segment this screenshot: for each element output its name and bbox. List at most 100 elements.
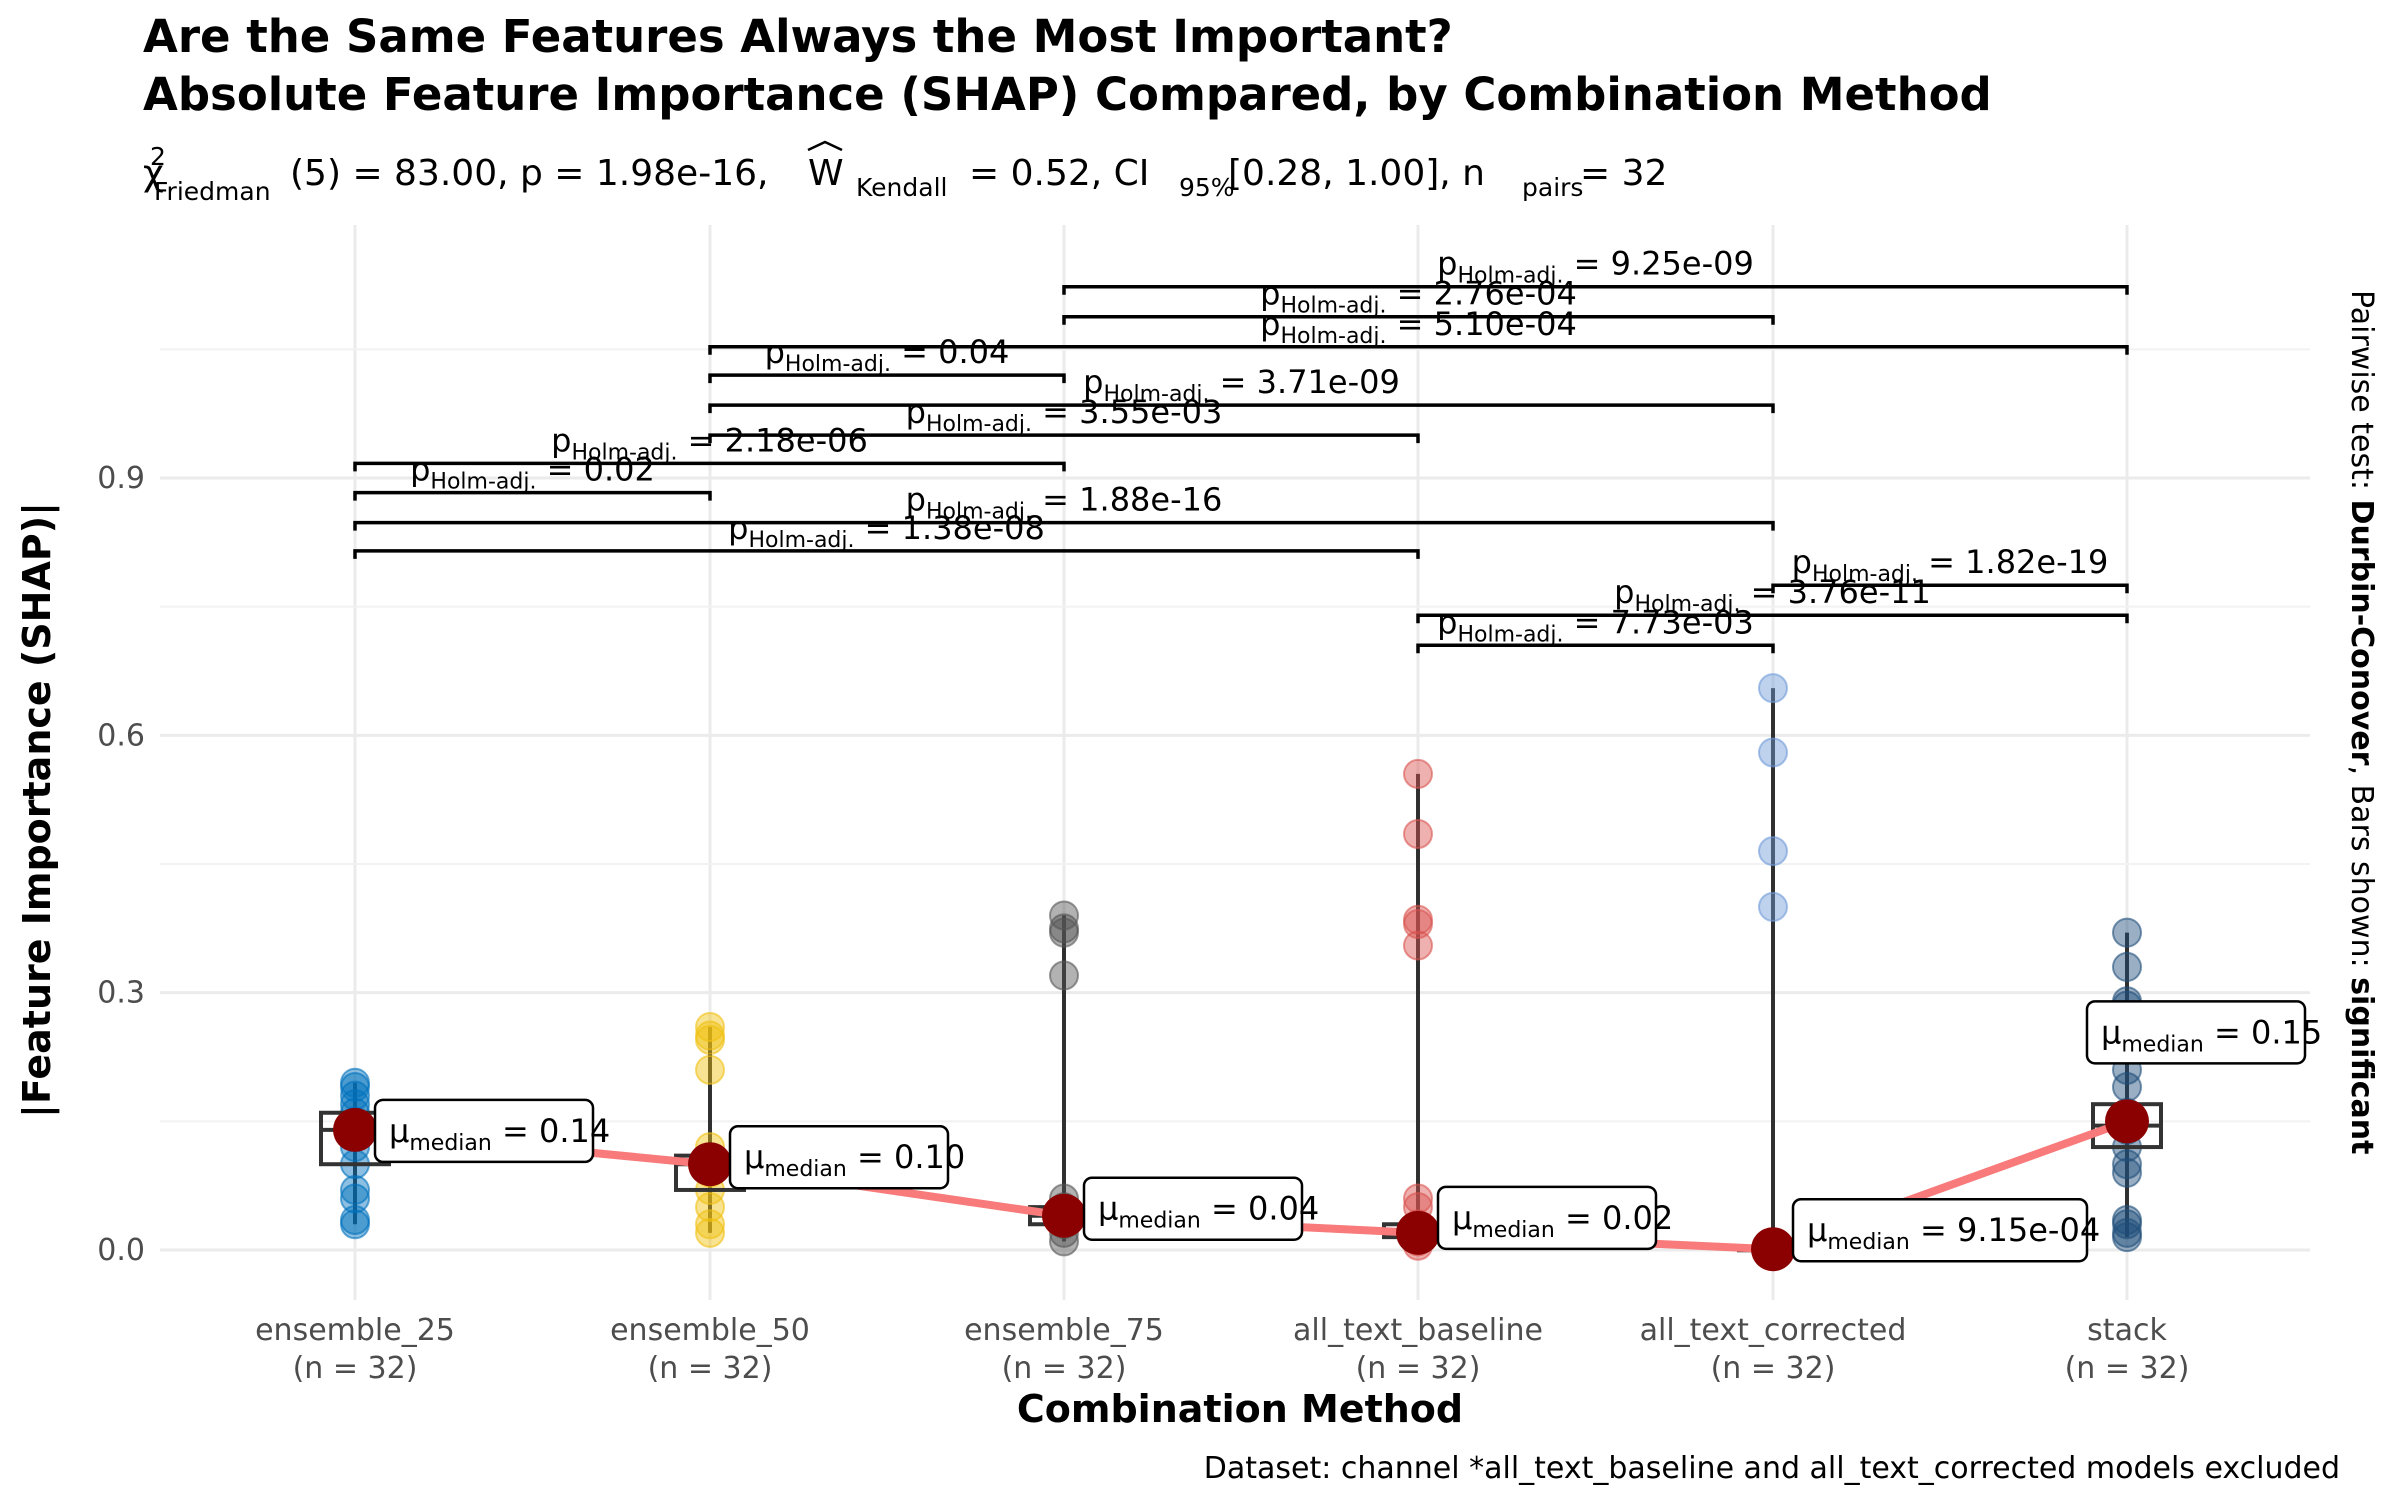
mu-sub: median — [1472, 1218, 1554, 1243]
mu: μ — [744, 1138, 764, 1176]
bracket-12: pHolm-adj. = 1.82e-19 — [1771, 543, 2129, 594]
bracket-label-9: pHolm-adj. = 9.25e-09 — [1437, 245, 1754, 289]
point-3-8 — [1403, 904, 1433, 935]
mu-val: = 0.15 — [2204, 1013, 2322, 1051]
bracket-2: pHolm-adj. = 0.02 — [353, 451, 712, 501]
x-tick-label-1: ensemble_50 — [610, 1313, 810, 1348]
p: p — [1437, 245, 1457, 283]
bracket-line-10 — [1416, 643, 1775, 654]
p-val: = 7.73e-03 — [1564, 603, 1754, 641]
p: p — [765, 333, 785, 371]
chi-sub: Friedman — [154, 177, 271, 206]
p-sub: Holm-adj. — [926, 500, 1032, 525]
p-val: = 5.10e-04 — [1387, 305, 1577, 343]
bracket-label-11: pHolm-adj. = 3.76e-11 — [1614, 573, 1931, 617]
mu-val: = 0.02 — [1555, 1199, 1673, 1237]
bracket-line-2 — [353, 490, 712, 501]
median-point-3 — [1396, 1210, 1440, 1255]
bracket-0: pHolm-adj. = 1.38e-08 — [353, 509, 1420, 559]
chi-symbol: χ — [143, 153, 164, 194]
x-tick-n-4: (n = 32) — [1711, 1351, 1836, 1386]
point-4-3 — [1758, 836, 1788, 867]
mu-sub: median — [409, 1131, 491, 1156]
point-0-1 — [340, 1204, 370, 1235]
bracket-line-6 — [708, 373, 1066, 384]
point-1-7 — [695, 1054, 725, 1085]
mu: μ — [1452, 1199, 1472, 1237]
bracket-5: pHolm-adj. = 3.71e-09 — [708, 363, 1775, 414]
point-1-1 — [695, 1209, 725, 1240]
bracket-label-7: pHolm-adj. = 5.10e-04 — [1260, 305, 1577, 349]
p: p — [1792, 543, 1812, 581]
bracket-line-0 — [353, 549, 1420, 559]
bracket-6: pHolm-adj. = 0.04 — [708, 333, 1066, 384]
chi-sup: 2 — [150, 142, 166, 171]
mu-val: = 0.04 — [1201, 1190, 1319, 1228]
x-tick-label-4: all_text_corrected — [1640, 1313, 1907, 1348]
median-label-box-4 — [1791, 1197, 2089, 1263]
p-val: = 1.88e-16 — [1032, 481, 1222, 519]
mu-sub: median — [1118, 1209, 1200, 1234]
mu-sub: median — [764, 1157, 846, 1182]
x-tick-label-3: all_text_baseline — [1293, 1313, 1543, 1348]
point-3-10 — [1403, 758, 1433, 789]
bracket-label-12: pHolm-adj. = 1.82e-19 — [1792, 543, 2109, 587]
x-tick-label-2: ensemble_75 — [964, 1313, 1164, 1348]
mu-val: = 0.10 — [847, 1138, 965, 1176]
bracket-label-8: pHolm-adj. = 2.76e-04 — [1260, 275, 1577, 319]
bracket-11: pHolm-adj. = 3.76e-11 — [1416, 573, 2129, 624]
stat-text: (5) = 83.00, p = 1.98e-16, — [290, 153, 768, 194]
point-5-5 — [2112, 1149, 2142, 1180]
median-label-0: μmedian = 0.14 — [373, 1098, 610, 1164]
p: p — [728, 509, 748, 547]
bracket-line-5 — [708, 403, 1775, 414]
side-shown: significant — [2344, 977, 2379, 1154]
bracket-line-3 — [353, 461, 1066, 472]
p-sub: Holm-adj. — [1103, 382, 1209, 407]
mu-sub: median — [1827, 1230, 1909, 1255]
bracket-8: pHolm-adj. = 2.76e-04 — [1062, 275, 1775, 325]
p-sub: Holm-adj. — [785, 352, 891, 377]
p-sub: Holm-adj. — [430, 470, 536, 495]
bracket-line-7 — [708, 345, 2129, 355]
median-label-box-5 — [2085, 1000, 2307, 1065]
p: p — [906, 481, 926, 519]
bracket-label-3: pHolm-adj. = 2.18e-06 — [551, 421, 868, 465]
median-label-text-3: μmedian = 0.02 — [1452, 1199, 1673, 1243]
median-label-box-3 — [1436, 1185, 1658, 1251]
x-tick-n-5: (n = 32) — [2065, 1351, 2190, 1386]
chart-title: Are the Same Features Always the Most Im… — [143, 10, 1453, 63]
median-point-1 — [688, 1142, 732, 1187]
x-tick-n-3: (n = 32) — [1356, 1351, 1481, 1386]
chart-title-line-2: Absolute Feature Importance (SHAP) Compa… — [143, 68, 1992, 121]
point-5-16 — [2112, 951, 2142, 982]
bracket-9: pHolm-adj. = 9.25e-09 — [1062, 245, 2129, 295]
bracket-label-10: pHolm-adj. = 7.73e-03 — [1437, 603, 1754, 647]
x-tick-n-2: (n = 32) — [1002, 1351, 1127, 1386]
p-sub: Holm-adj. — [1280, 294, 1386, 319]
bracket-4: pHolm-adj. = 3.55e-03 — [708, 393, 1420, 444]
point-1-0 — [695, 1217, 725, 1248]
caption: Dataset: channel *all_text_baseline and … — [1204, 1451, 2340, 1486]
p-sub: Holm-adj. — [926, 412, 1032, 437]
median-label-2: μmedian = 0.04 — [1082, 1176, 1319, 1241]
point-4-5 — [1758, 673, 1788, 704]
p-val: = 3.55e-03 — [1032, 393, 1222, 431]
median-label-box-1 — [728, 1124, 950, 1190]
bracket-label-4: pHolm-adj. = 3.55e-03 — [906, 393, 1223, 437]
median-label-text-1: μmedian = 0.10 — [744, 1138, 965, 1182]
p: p — [1260, 275, 1280, 313]
p: p — [906, 393, 926, 431]
mu-sub: median — [2121, 1032, 2203, 1057]
median-label-text-0: μmedian = 0.14 — [389, 1112, 610, 1156]
median-label-box-0 — [373, 1098, 595, 1164]
median-point-4 — [1751, 1227, 1795, 1272]
mu-val: = 0.14 — [492, 1112, 610, 1150]
bracket-label-2: pHolm-adj. = 0.02 — [410, 451, 655, 495]
bracket-label-1: pHolm-adj. = 1.88e-16 — [906, 481, 1223, 525]
point-5-1 — [2112, 1217, 2142, 1248]
p-val: = 0.04 — [891, 333, 1009, 371]
p-sub: Holm-adj. — [748, 528, 854, 553]
